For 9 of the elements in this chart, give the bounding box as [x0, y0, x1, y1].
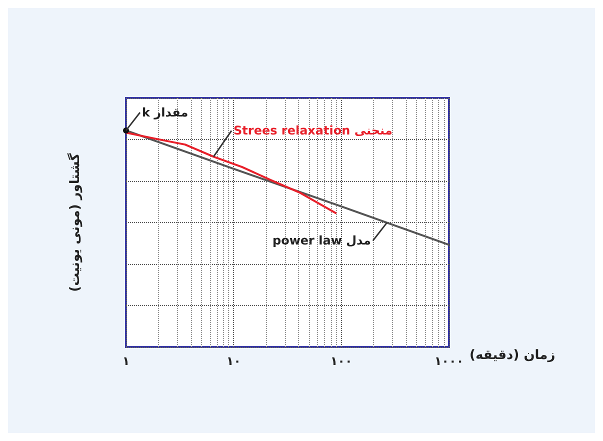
x-axis-title: زمان (دقیقه) — [470, 348, 556, 363]
annotation: k مقدار — [142, 105, 188, 120]
x-tick-label: ١ — [122, 354, 130, 368]
x-tick-label: ١٠٠ — [330, 354, 352, 368]
y-axis-title: گشتاور (مونی یونیت) — [67, 152, 83, 292]
annotation: Strees relaxation منحنی — [234, 124, 392, 138]
annotation: power law مدل — [272, 234, 371, 248]
x-tick-label: ١٠ — [226, 354, 241, 368]
x-tick-label: ١٠٠٠ — [434, 354, 464, 368]
